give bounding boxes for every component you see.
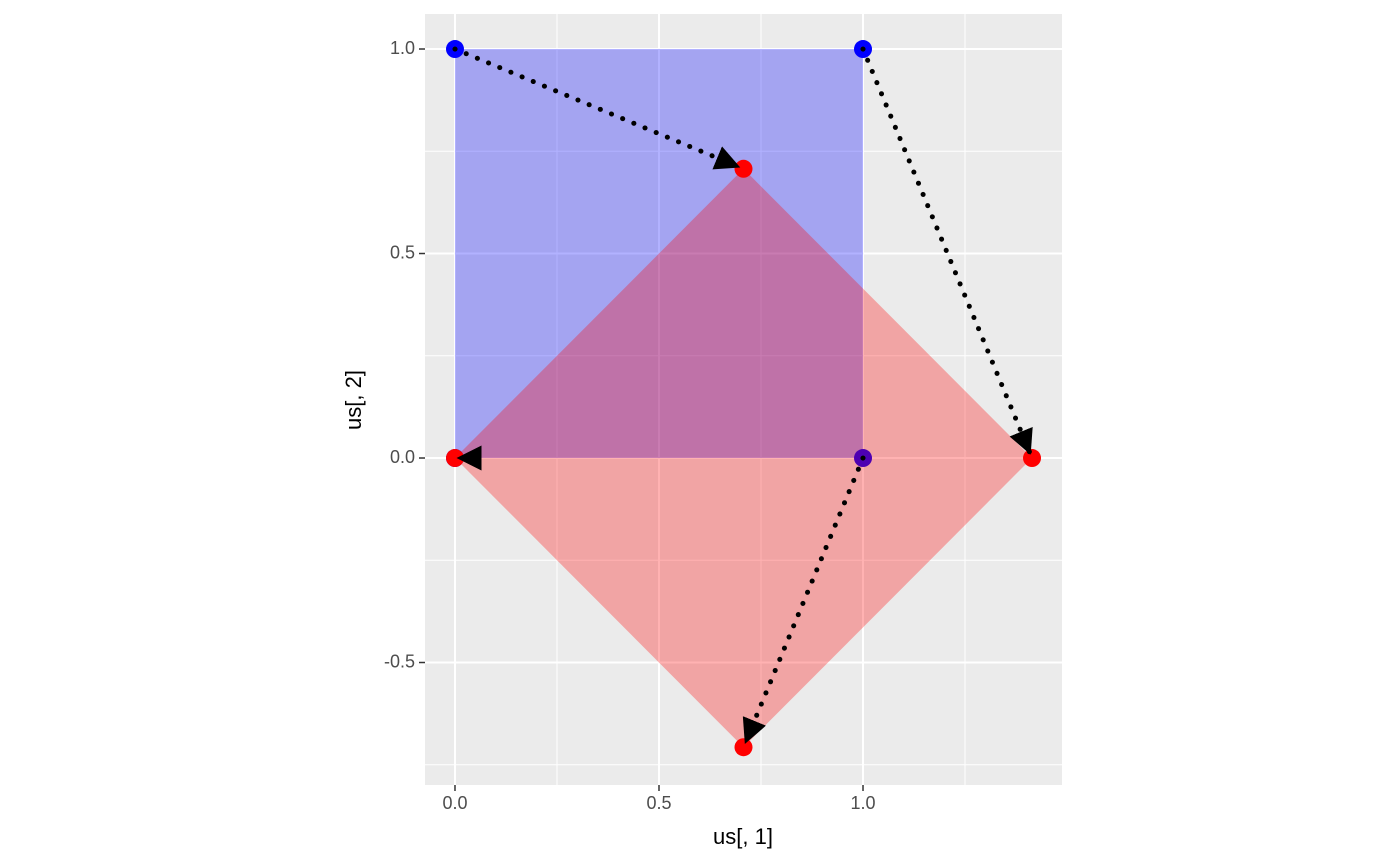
panel <box>425 14 1062 785</box>
point <box>734 738 753 757</box>
arrow <box>452 46 741 170</box>
y-tick-label: 1.0 <box>390 38 415 58</box>
x-tick-label: 0.0 <box>442 793 467 813</box>
x-tick-label: 0.5 <box>646 793 671 813</box>
point <box>445 449 464 468</box>
y-tick-label: 0.0 <box>390 447 415 467</box>
y-tick-label: 0.5 <box>390 242 415 262</box>
x-axis-title: us[, 1] <box>713 824 773 849</box>
y-axis-title: us[, 2] <box>341 370 366 430</box>
y-tick-label: -0.5 <box>384 651 415 671</box>
point <box>1023 449 1042 468</box>
x-tick-label: 1.0 <box>850 793 875 813</box>
point <box>734 159 753 178</box>
polygon <box>454 49 864 459</box>
arrow <box>860 46 1033 455</box>
arrow <box>742 455 866 745</box>
polygon <box>454 168 1033 748</box>
